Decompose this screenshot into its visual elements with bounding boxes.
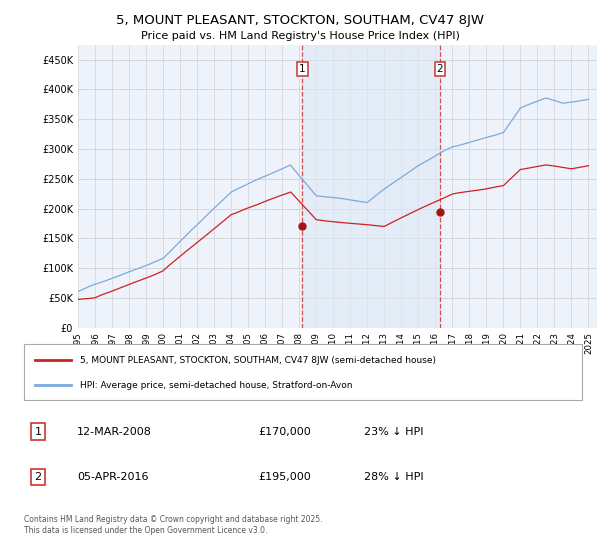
FancyBboxPatch shape xyxy=(24,344,582,400)
Text: £195,000: £195,000 xyxy=(259,472,311,482)
Text: 1: 1 xyxy=(34,427,41,437)
Text: 28% ↓ HPI: 28% ↓ HPI xyxy=(364,472,424,482)
Text: 5, MOUNT PLEASANT, STOCKTON, SOUTHAM, CV47 8JW (semi-detached house): 5, MOUNT PLEASANT, STOCKTON, SOUTHAM, CV… xyxy=(80,356,436,365)
Text: 5, MOUNT PLEASANT, STOCKTON, SOUTHAM, CV47 8JW: 5, MOUNT PLEASANT, STOCKTON, SOUTHAM, CV… xyxy=(116,14,484,27)
Text: Contains HM Land Registry data © Crown copyright and database right 2025.
This d: Contains HM Land Registry data © Crown c… xyxy=(24,515,323,535)
Text: Price paid vs. HM Land Registry's House Price Index (HPI): Price paid vs. HM Land Registry's House … xyxy=(140,31,460,41)
Text: 12-MAR-2008: 12-MAR-2008 xyxy=(77,427,152,437)
Text: 05-APR-2016: 05-APR-2016 xyxy=(77,472,149,482)
Text: 2: 2 xyxy=(34,472,41,482)
Text: 2: 2 xyxy=(437,64,443,74)
Text: 23% ↓ HPI: 23% ↓ HPI xyxy=(364,427,424,437)
Text: 1: 1 xyxy=(299,64,306,74)
Text: HPI: Average price, semi-detached house, Stratford-on-Avon: HPI: Average price, semi-detached house,… xyxy=(80,381,352,390)
Text: £170,000: £170,000 xyxy=(259,427,311,437)
Bar xyxy=(302,45,440,328)
